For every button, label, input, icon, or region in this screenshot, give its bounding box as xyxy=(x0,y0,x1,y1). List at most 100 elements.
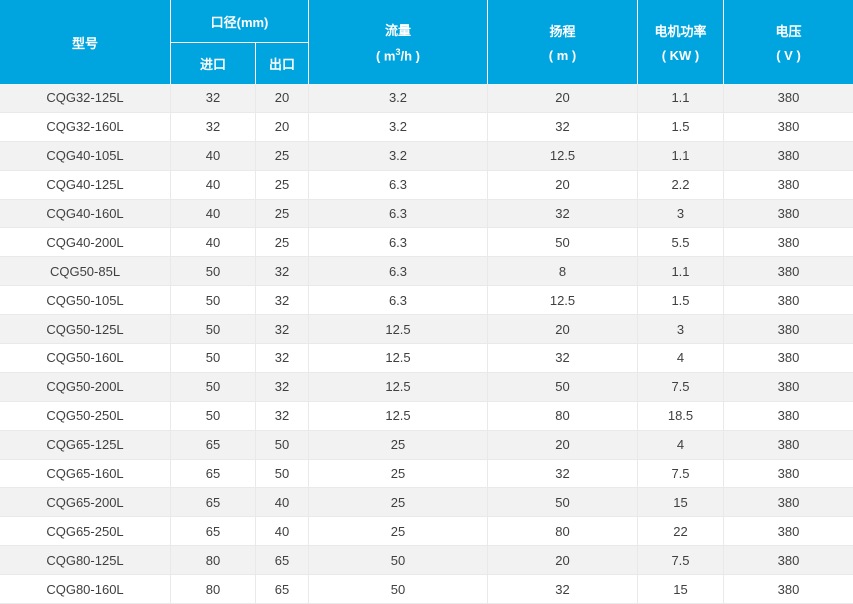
cell-voltage: 380 xyxy=(723,488,853,518)
col-header-inlet: 进口 xyxy=(170,42,255,84)
cell-power: 1.5 xyxy=(637,112,723,142)
cell-inlet: 50 xyxy=(170,257,255,287)
cell-inlet: 65 xyxy=(170,430,255,460)
cell-outlet: 65 xyxy=(255,575,308,604)
cell-voltage: 380 xyxy=(723,401,853,431)
cell-power: 7.5 xyxy=(637,459,723,489)
cell-voltage: 380 xyxy=(723,459,853,489)
cell-flow: 6.3 xyxy=(308,199,487,229)
cell-power: 15 xyxy=(637,488,723,518)
cell-power: 2.2 xyxy=(637,170,723,200)
col-header-flow-label: 流量 xyxy=(384,23,411,39)
cell-inlet: 50 xyxy=(170,372,255,402)
cell-model: CQG40-160L xyxy=(0,200,170,229)
col-header-head-label: 扬程 xyxy=(549,24,576,39)
col-header-voltage-unit: ( V ) xyxy=(776,48,801,63)
cell-inlet: 50 xyxy=(170,344,255,373)
cell-outlet: 25 xyxy=(255,228,308,258)
cell-flow: 50 xyxy=(308,575,487,604)
cell-flow: 3.2 xyxy=(308,84,487,113)
cell-model: CQG32-160L xyxy=(0,113,170,142)
cell-outlet: 40 xyxy=(255,517,308,547)
cell-voltage: 380 xyxy=(723,141,853,171)
cell-flow: 3.2 xyxy=(308,141,487,171)
cell-model: CQG65-125L xyxy=(0,431,170,460)
table-row: CQG50-200L 50 32 12.5 50 7.5 380 xyxy=(0,372,853,402)
col-header-power-label: 电机功率 xyxy=(654,24,707,39)
table-row: CQG50-160L 50 32 12.5 32 4 380 xyxy=(0,344,853,373)
cell-inlet: 40 xyxy=(170,228,255,258)
cell-power: 3 xyxy=(637,315,723,345)
cell-power: 1.1 xyxy=(637,257,723,287)
cell-outlet: 50 xyxy=(255,459,308,489)
cell-voltage: 380 xyxy=(723,257,853,287)
cell-voltage: 380 xyxy=(723,430,853,460)
cell-model: CQG80-125L xyxy=(0,546,170,576)
col-header-diameter-group: 口径(mm) xyxy=(170,0,308,42)
cell-voltage: 380 xyxy=(723,344,853,373)
col-header-model: 型号 xyxy=(0,0,170,84)
flow-unit-prefix: ( m xyxy=(375,48,396,64)
cell-head: 32 xyxy=(487,199,637,229)
cell-model: CQG65-250L xyxy=(0,517,170,547)
cell-flow: 6.3 xyxy=(308,257,487,287)
cell-flow: 25 xyxy=(308,517,487,547)
cell-head: 20 xyxy=(487,170,637,200)
table-row: CQG40-105L 40 25 3.2 12.5 1.1 380 xyxy=(0,141,853,171)
table-row: CQG32-125L 32 20 3.2 20 1.1 380 xyxy=(0,84,853,113)
cell-head: 80 xyxy=(487,401,637,431)
cell-voltage: 380 xyxy=(723,228,853,258)
cell-power: 4 xyxy=(637,344,723,373)
table-row: CQG50-250L 50 32 12.5 80 18.5 380 xyxy=(0,401,853,431)
cell-power: 18.5 xyxy=(637,401,723,431)
cell-power: 3 xyxy=(637,199,723,229)
cell-outlet: 32 xyxy=(255,401,308,431)
cell-voltage: 380 xyxy=(723,199,853,229)
col-header-power: 电机功率 ( KW ) xyxy=(637,0,723,84)
cell-inlet: 32 xyxy=(170,84,255,113)
cell-model: CQG50-125L xyxy=(0,315,170,345)
cell-model: CQG50-85L xyxy=(0,257,170,287)
cell-outlet: 32 xyxy=(255,372,308,402)
table-row: CQG65-200L 65 40 25 50 15 380 xyxy=(0,488,853,518)
cell-power: 7.5 xyxy=(637,546,723,576)
table-row: CQG40-125L 40 25 6.3 20 2.2 380 xyxy=(0,170,853,200)
cell-outlet: 32 xyxy=(255,344,308,373)
cell-inlet: 80 xyxy=(170,546,255,576)
cell-flow: 3.2 xyxy=(308,112,487,142)
table-header: 型号 口径(mm) 流量 ( m3/h ) 扬程 ( m ) 电机功率 ( KW… xyxy=(0,0,853,84)
cell-voltage: 380 xyxy=(723,84,853,113)
cell-flow: 25 xyxy=(308,488,487,518)
cell-head: 80 xyxy=(487,517,637,547)
cell-head: 32 xyxy=(487,112,637,142)
cell-outlet: 40 xyxy=(255,488,308,518)
cell-outlet: 32 xyxy=(255,315,308,345)
cell-head: 32 xyxy=(487,459,637,489)
cell-outlet: 25 xyxy=(255,141,308,171)
cell-model: CQG65-200L xyxy=(0,488,170,518)
col-header-voltage: 电压 ( V ) xyxy=(723,0,853,84)
cell-model: CQG65-160L xyxy=(0,460,170,489)
cell-flow: 25 xyxy=(308,430,487,460)
cell-head: 12.5 xyxy=(487,286,637,316)
cell-flow: 12.5 xyxy=(308,372,487,402)
cell-flow: 6.3 xyxy=(308,170,487,200)
cell-model: CQG40-125L xyxy=(0,171,170,200)
cell-head: 20 xyxy=(487,315,637,345)
cell-flow: 25 xyxy=(308,459,487,489)
cell-voltage: 380 xyxy=(723,315,853,345)
cell-head: 20 xyxy=(487,546,637,576)
cell-power: 1.5 xyxy=(637,286,723,316)
table-row: CQG50-85L 50 32 6.3 8 1.1 380 xyxy=(0,257,853,287)
cell-model: CQG50-160L xyxy=(0,344,170,373)
table-row: CQG50-125L 50 32 12.5 20 3 380 xyxy=(0,315,853,345)
cell-outlet: 25 xyxy=(255,170,308,200)
cell-head: 50 xyxy=(487,228,637,258)
cell-flow: 6.3 xyxy=(308,228,487,258)
table-row: CQG65-250L 65 40 25 80 22 380 xyxy=(0,517,853,547)
cell-inlet: 40 xyxy=(170,141,255,171)
cell-outlet: 20 xyxy=(255,84,308,113)
col-header-power-unit: ( KW ) xyxy=(661,48,700,63)
cell-voltage: 380 xyxy=(723,112,853,142)
col-header-voltage-label: 电压 xyxy=(775,24,802,39)
